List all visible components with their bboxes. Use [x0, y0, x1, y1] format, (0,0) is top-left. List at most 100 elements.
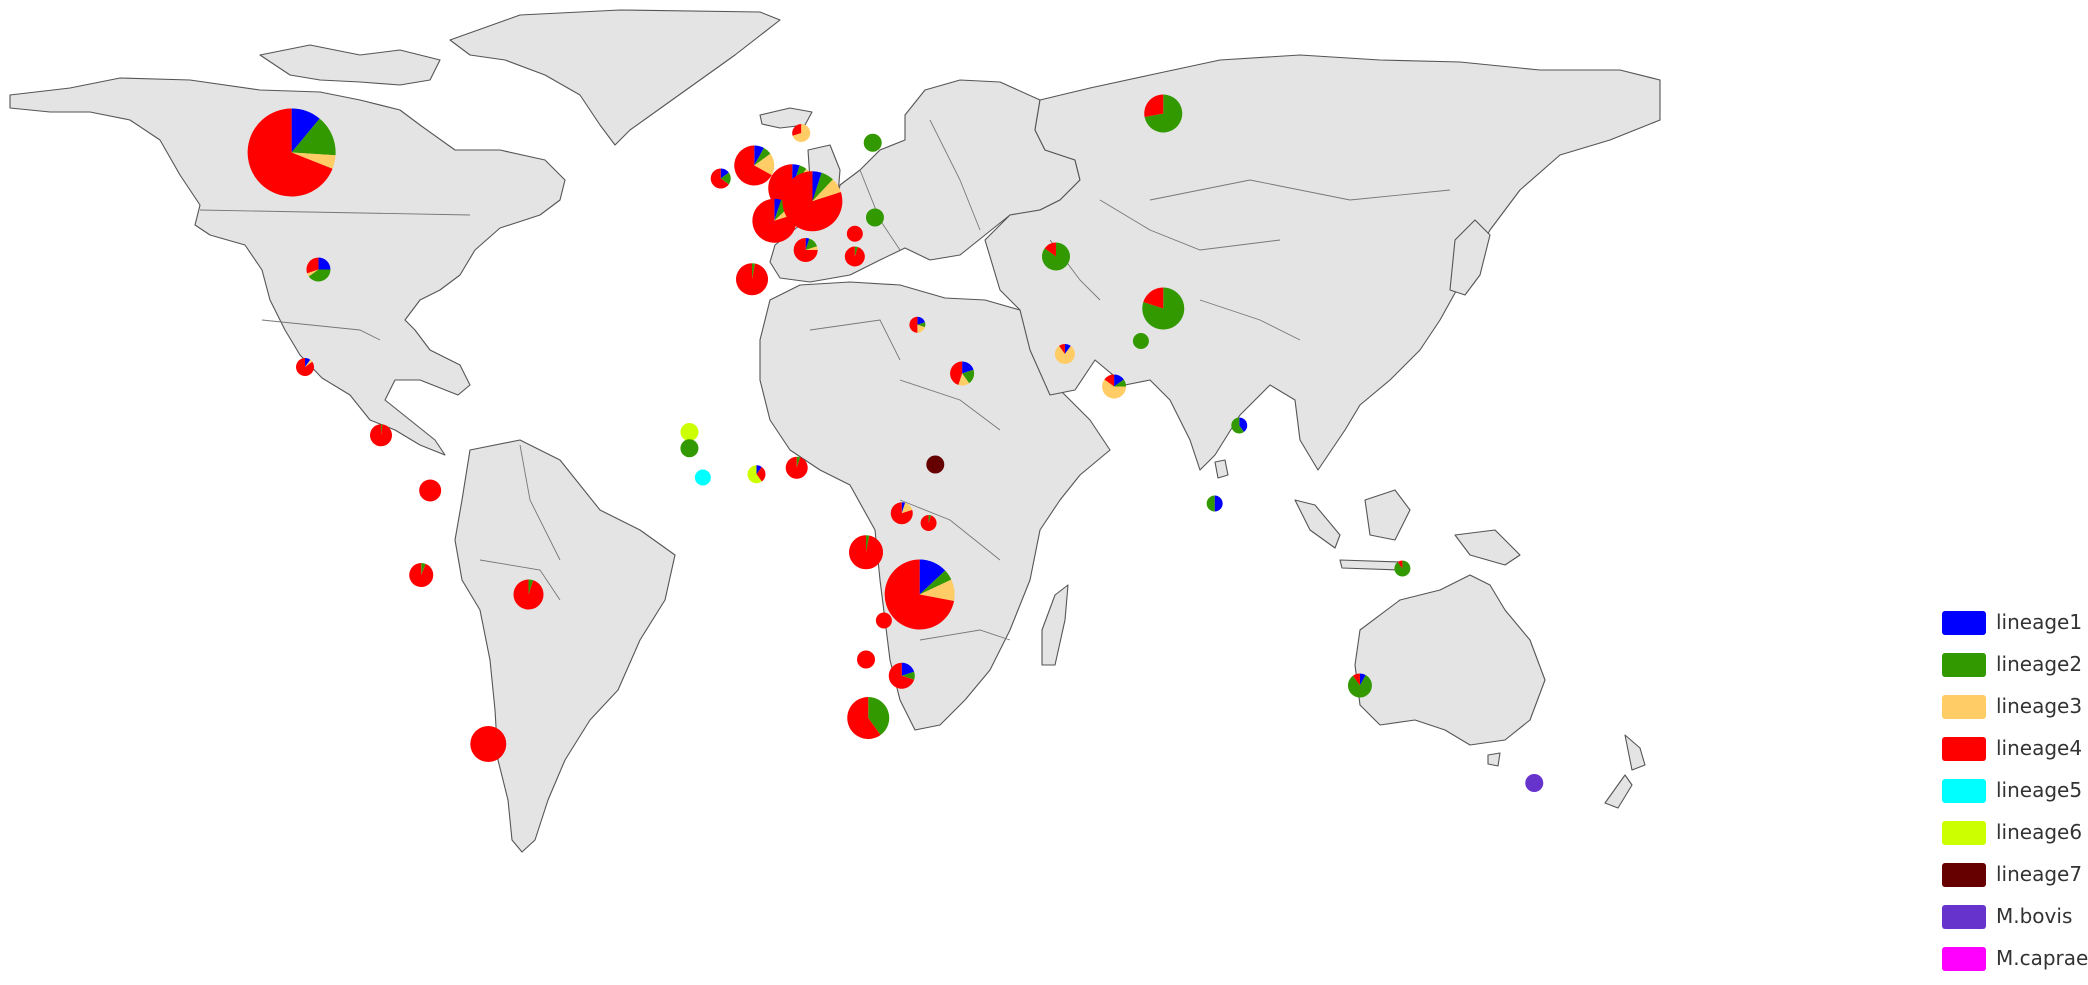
pie-slice	[513, 579, 544, 610]
pie-slice	[917, 316, 926, 325]
pie-slice	[1059, 344, 1065, 354]
pie-slice	[812, 179, 841, 202]
pie-slice	[1044, 242, 1056, 257]
legend-item-lineage3: lineage3	[1942, 690, 2088, 732]
pie-slice	[846, 225, 863, 242]
greenland-landmass	[449, 9, 781, 146]
pie-slice	[381, 424, 383, 436]
pie-slice	[901, 671, 915, 680]
australia-landmass	[1354, 574, 1546, 746]
pie-slice	[865, 208, 884, 227]
pie-slice	[812, 172, 833, 202]
sri-lanka-landmass	[1214, 459, 1229, 479]
pie-slice	[291, 152, 336, 169]
pie-slice	[1143, 287, 1164, 309]
pie-slice	[796, 456, 801, 468]
pie-slice	[1132, 333, 1149, 349]
pie-slice	[950, 361, 963, 385]
legend-label: M.bovis	[1996, 904, 2073, 928]
pie-slice	[854, 246, 858, 257]
pie-marker-australia	[1347, 673, 1372, 698]
pie-marker-argentina	[470, 726, 507, 762]
legend-swatch	[1942, 947, 1986, 971]
pie-marker-china	[1142, 287, 1185, 330]
pie-slice	[291, 118, 336, 156]
legend-item-lineage1: lineage1	[1942, 606, 2088, 648]
asia-landmass	[984, 54, 1661, 471]
lineage-pie-markers	[247, 94, 1544, 792]
pie-slice	[920, 515, 937, 531]
pie-slice	[962, 369, 975, 384]
pie-slice	[928, 515, 932, 523]
pie-slice	[1104, 374, 1115, 387]
java-landmass	[1339, 559, 1401, 571]
legend-item-lineage5: lineage5	[1942, 774, 2088, 816]
africa-landmass	[759, 281, 1111, 731]
pie-slice	[1206, 495, 1215, 512]
pie-marker-zimbabwe	[857, 650, 876, 669]
pie-slice	[805, 238, 810, 250]
pie-marker-germany	[782, 171, 843, 232]
pie-marker-uganda	[890, 502, 913, 525]
pie-slice	[296, 358, 315, 376]
pie-slice	[868, 696, 890, 735]
pie-slice	[756, 466, 766, 482]
pie-marker-malawi-mozambique	[884, 559, 955, 630]
pie-slice	[734, 145, 772, 186]
pie-slice	[857, 650, 876, 669]
tasmania-landmass	[1487, 752, 1501, 767]
new-guinea-landmass	[1454, 529, 1521, 566]
pie-marker-central-america	[370, 424, 393, 447]
pie-slice	[747, 465, 762, 484]
legend-label: lineage3	[1996, 694, 2083, 718]
pie-slice	[307, 269, 319, 277]
pie-slice	[1144, 94, 1164, 118]
pie-slice	[1359, 673, 1366, 686]
pie-slice	[308, 269, 331, 282]
pie-slice	[1114, 379, 1127, 387]
pie-slice	[919, 570, 952, 595]
pie-marker-pakistan	[1054, 344, 1075, 364]
pie-marker-canada	[247, 108, 336, 197]
madagascar-landmass	[1041, 584, 1069, 666]
pie-marker-new-zealand	[1525, 774, 1544, 792]
pie-slice	[754, 145, 764, 166]
pie-slice	[884, 559, 955, 630]
pie-marker-ethiopia	[926, 455, 945, 474]
pie-slice	[958, 373, 970, 386]
pie-slice	[756, 465, 762, 475]
pie-slice	[901, 502, 913, 514]
pie-slice	[528, 579, 534, 595]
pie-slice	[890, 502, 913, 525]
pie-slice	[409, 563, 434, 588]
pie-slice	[901, 662, 915, 676]
pie-slice	[926, 455, 945, 474]
legend-swatch	[1942, 695, 1986, 719]
legend-label: lineage1	[1996, 610, 2083, 634]
pie-marker-united-kingdom	[734, 145, 775, 186]
pie-marker-india	[1102, 374, 1127, 399]
legend-label: lineage7	[1996, 862, 2083, 886]
legend-swatch	[1942, 737, 1986, 761]
pie-slice	[805, 238, 818, 250]
pie-slice	[909, 316, 918, 333]
legend-label: M.caprae	[1996, 946, 2088, 970]
pie-slice	[752, 263, 756, 280]
pie-marker-romania	[865, 208, 884, 227]
pie-marker-serbia	[846, 225, 863, 242]
pie-marker-mozambique	[888, 662, 915, 689]
pie-slice	[305, 359, 313, 367]
pie-marker-dr-congo	[849, 535, 884, 570]
pie-slice	[917, 324, 926, 333]
legend-item-m-bovis: M.bovis	[1942, 900, 2088, 942]
pie-slice	[917, 322, 926, 328]
pie-marker-ireland	[710, 168, 731, 189]
legend: lineage1 lineage2 lineage3 lineage4 line…	[1942, 606, 2088, 984]
pie-marker-russia	[1144, 94, 1183, 133]
pie-marker-spain	[736, 263, 769, 296]
legend-item-lineage7: lineage7	[1942, 858, 2088, 900]
pie-marker-mexico	[296, 357, 315, 376]
pie-slice	[792, 124, 811, 142]
pie-slice	[875, 612, 892, 629]
pie-slice	[1102, 379, 1127, 399]
